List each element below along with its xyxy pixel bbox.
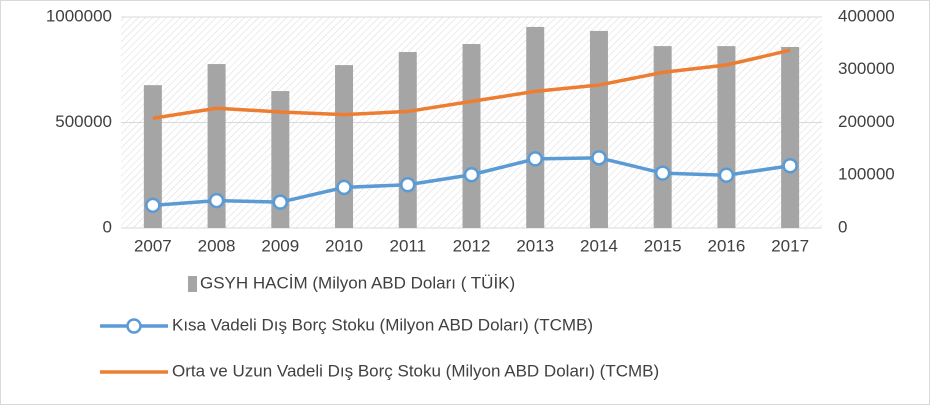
x-tick-label: 2017 (771, 236, 809, 255)
line-marker (591, 150, 607, 166)
line-marker (654, 165, 671, 181)
y-tick-label: 500000 (55, 112, 112, 131)
x-tick-label: 2009 (261, 236, 299, 255)
line-marker (718, 167, 735, 183)
line-marker (463, 166, 480, 183)
x-tick-label: 2011 (389, 236, 426, 255)
line (152, 48, 791, 121)
y2-tick-label: 0 (838, 217, 847, 236)
y-tick-label: 1000000 (46, 6, 112, 25)
y2-tick-label: 300000 (838, 59, 895, 78)
bar (781, 46, 800, 228)
line-marker (782, 158, 798, 174)
x-tick-label: 2015 (644, 236, 682, 255)
x-tick-label: 2008 (198, 236, 236, 255)
legend-swatch (188, 276, 197, 292)
line-marker (336, 179, 352, 196)
line-marker (527, 151, 543, 167)
x-tick-label: 2016 (707, 236, 745, 255)
bar (589, 30, 608, 229)
y2-tick-label: 100000 (838, 165, 895, 184)
legend-label: Orta ve Uzun Vadeli Dış Borç Stoku (Mily… (172, 361, 659, 380)
line-marker (272, 194, 289, 210)
bar (143, 85, 162, 228)
bar (335, 65, 354, 228)
bar (653, 46, 672, 229)
bar (271, 91, 290, 228)
legend-label: Kısa Vadeli Dış Borç Stoku (Milyon ABD D… (172, 315, 593, 334)
x-tick-label: 2014 (580, 236, 618, 255)
y2-tick-label: 400000 (838, 6, 895, 25)
x-tick-label: 2007 (134, 236, 172, 255)
line-marker (400, 176, 416, 193)
y2-tick-label: 200000 (838, 112, 895, 131)
bar (398, 52, 417, 228)
x-tick-label: 2010 (325, 236, 363, 255)
x-tick-label: 2012 (453, 236, 491, 255)
legend-label: GSYH HACİM (Milyon ABD Doları ( TÜİK) (200, 273, 515, 292)
bar (526, 26, 545, 229)
bar (462, 44, 481, 229)
legend-marker (126, 318, 142, 334)
line-marker (145, 197, 161, 214)
y-tick-label: 0 (103, 217, 112, 236)
line-marker (208, 192, 225, 209)
bar (207, 64, 226, 228)
bar (717, 46, 736, 229)
x-tick-label: 2013 (516, 236, 554, 255)
